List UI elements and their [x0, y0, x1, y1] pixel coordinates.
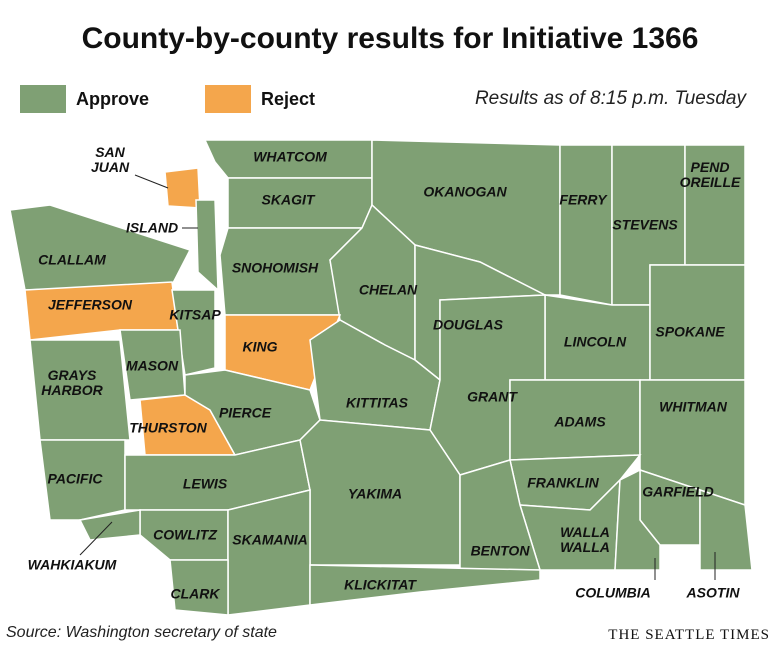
county: [29, 339, 131, 441]
county-label: PEND OREILLE: [679, 159, 741, 190]
county-label: STEVENS: [612, 216, 678, 233]
county: [39, 439, 126, 521]
county-label: MASON: [125, 357, 179, 374]
county-label: SAN JUAN: [90, 144, 130, 175]
leader-line: [79, 521, 113, 556]
county-label: SNOHOMISH: [231, 259, 319, 276]
county-label: KLICKITAT: [344, 576, 416, 593]
county-label: PIERCE: [218, 404, 272, 421]
source: Source: Washington secretary of state: [6, 624, 277, 641]
county-label: GARFIELD: [642, 483, 714, 500]
county-label: ASOTIN: [686, 584, 740, 601]
county-label: WAHKIAKUM: [27, 556, 117, 573]
county: [699, 488, 753, 571]
county-label: COLUMBIA: [575, 584, 651, 601]
county: [195, 199, 219, 292]
leader-line: [134, 174, 169, 189]
county-label: DOUGLAS: [433, 316, 503, 333]
county-label: SKAGIT: [261, 191, 315, 208]
county-label: KITSAP: [169, 306, 221, 323]
county-label: LEWIS: [182, 475, 228, 492]
county: [164, 167, 201, 209]
legend-swatch: [205, 85, 251, 113]
county: [459, 459, 542, 571]
county-label: YAKIMA: [347, 485, 403, 502]
county: [171, 289, 216, 376]
county-label: ADAMS: [554, 413, 606, 430]
county-label: SPOKANE: [655, 323, 725, 340]
county-label: LINCOLN: [563, 333, 627, 350]
county: [9, 204, 192, 291]
county-label: GRAYS HARBOR: [41, 367, 103, 398]
county-label: CLALLAM: [38, 251, 106, 268]
legend-label: Approve: [76, 88, 150, 109]
county: [169, 559, 229, 616]
county-label: WALLA WALLA: [560, 524, 610, 555]
county-label: GRANT: [467, 388, 517, 405]
county-label: KITTITAS: [346, 394, 408, 411]
county-label: CLARK: [170, 585, 220, 602]
title: County-by-county results for Initiative …: [81, 22, 699, 55]
county: [614, 468, 661, 571]
leader-lines: [79, 174, 716, 580]
county: [649, 264, 746, 381]
county-label: KING: [242, 338, 278, 355]
county-label: PACIFIC: [47, 470, 103, 487]
county-label: ISLAND: [125, 219, 179, 236]
county: [227, 489, 311, 616]
county-label: BENTON: [470, 542, 530, 559]
county-label: COWLITZ: [153, 526, 217, 543]
county-label: JEFFERSON: [47, 296, 133, 313]
county-label: THURSTON: [129, 419, 207, 436]
county-label: OKANOGAN: [423, 183, 507, 200]
legend-swatch: [20, 85, 66, 113]
legend-label: Reject: [261, 88, 316, 109]
county: [559, 144, 613, 306]
county: [309, 564, 541, 606]
county: [78, 509, 141, 541]
credit: THE SEATTLE TIMES: [608, 627, 770, 643]
county-label: FERRY: [559, 191, 607, 208]
county-label: WHATCOM: [253, 148, 327, 165]
legend-item: Approve: [20, 84, 149, 114]
county-label: SKAMANIA: [232, 531, 308, 548]
timestamp: Results as of 8:15 p.m. Tuesday: [474, 88, 746, 109]
legend-item: Reject: [205, 84, 315, 114]
county-label: CHELAN: [358, 281, 418, 298]
county-label: WHITMAN: [659, 398, 727, 415]
county-label: FRANKLIN: [527, 474, 599, 491]
